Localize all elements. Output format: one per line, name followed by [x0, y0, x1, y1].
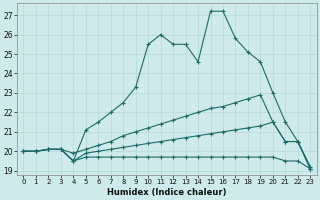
X-axis label: Humidex (Indice chaleur): Humidex (Indice chaleur) [107, 188, 227, 197]
